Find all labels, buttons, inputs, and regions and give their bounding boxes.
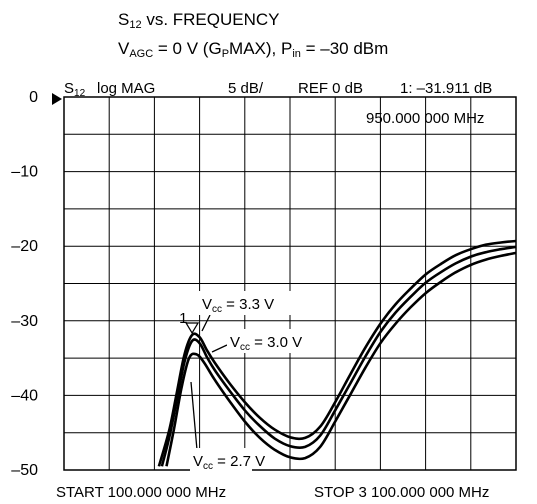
chart-title-line1: S12 vs. FREQUENCY [118,10,280,31]
x-stop-label: STOP 3 100.000 000 MHz [314,484,489,501]
y-tick-label: –40 [11,387,38,404]
annotation-vcc-2-7: Vcc = 2.7 V [193,453,265,472]
plot-grid [64,97,516,470]
curve-annotations: Vcc = 3.3 V Vcc = 3.0 V Vcc = 2.7 V [190,291,323,472]
y-tick-label: –50 [11,462,38,479]
annotation-leader [201,314,211,332]
x-start-label: START 100.000 000 MHz [56,484,226,501]
marker-1-triangle [185,322,200,335]
y-tick-labels: 0 –10 –20 –30 –40 –50 [11,89,38,479]
y-tick-label: 0 [29,89,38,106]
y-tick-label: –10 [11,164,38,181]
series-line-vcc-3-0 [160,245,517,467]
chart-title-line2: VAGC = 0 V (GPMAX), Pin = –30 dBm [118,39,388,60]
annotation-leader [190,381,198,451]
y-tick-label: –20 [11,238,38,255]
series-lines: 1 [157,239,517,467]
annotation-box [199,291,297,315]
annotation-vcc-3-0: Vcc = 3.0 V [230,334,302,353]
ref-level-arrow [52,93,62,105]
y-tick-label: –30 [11,313,38,330]
header-scale: 5 dB/ [228,80,264,97]
header-ref: REF 0 dB [298,80,363,97]
series-line-vcc-3-3 [157,239,517,467]
plot-frame [63,96,517,471]
annotation-box [227,329,323,353]
series-line-vcc-2-7 [165,251,517,467]
annotation-leader [211,344,228,353]
header-param: S12 [64,80,86,99]
annotation-vcc-3-3: Vcc = 3.3 V [202,296,274,315]
marker-1-label: 1 [179,310,187,327]
header-format: log MAG [97,80,155,97]
header-marker: 1: –31.911 dB [400,80,492,97]
plot-border [63,96,517,471]
annotation-box [190,448,252,472]
